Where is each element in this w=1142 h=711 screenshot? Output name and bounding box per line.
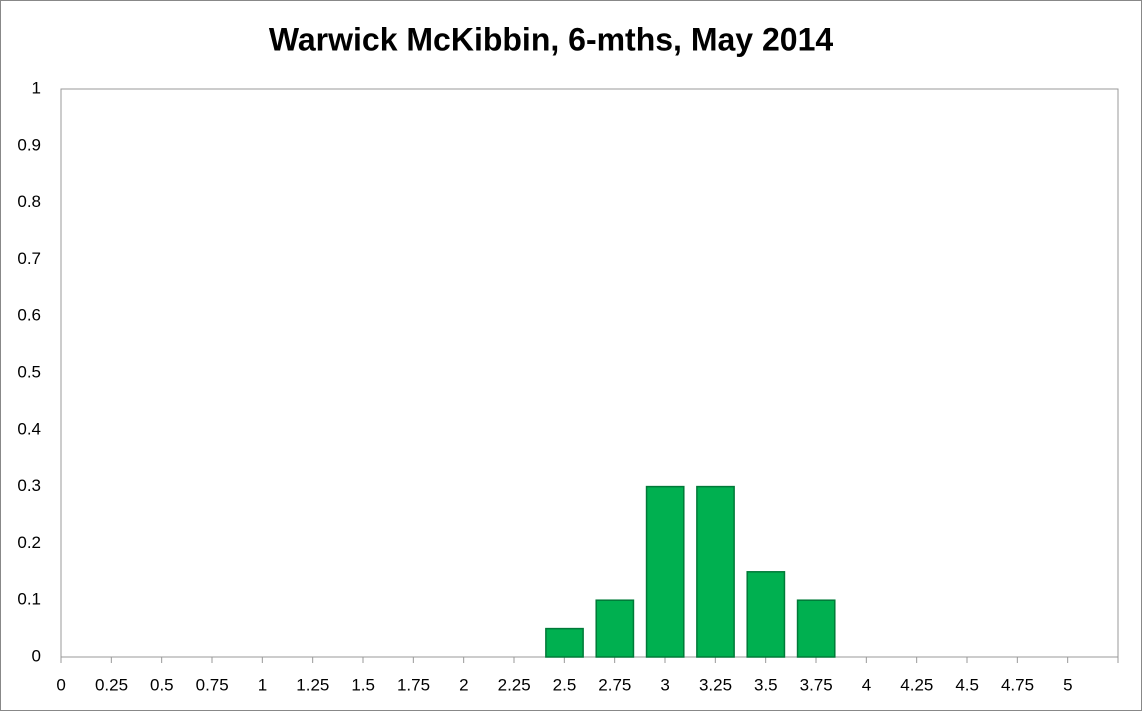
y-tick-label: 0.4	[17, 419, 41, 438]
y-tick-label: 0.9	[17, 135, 41, 154]
bar	[796, 599, 836, 658]
x-tick-label: 3	[660, 675, 669, 694]
bar	[696, 485, 735, 658]
y-tick-label: 0.3	[17, 476, 41, 495]
x-tick-label: 0.5	[150, 675, 174, 694]
x-tick-label: 0	[56, 675, 65, 694]
y-tick-label: 0.8	[17, 192, 41, 211]
x-tick-label: 1.75	[397, 675, 430, 694]
x-tick-label: 3.5	[754, 675, 778, 694]
x-tick-label: 2.25	[498, 675, 531, 694]
y-tick-label: 1	[32, 78, 41, 97]
x-tick-label: 2.75	[598, 675, 631, 694]
y-tick-label: 0.7	[17, 249, 41, 268]
x-tick-label: 3.25	[699, 675, 732, 694]
plot-area	[60, 88, 1119, 658]
x-tick-label: 4.75	[1001, 675, 1034, 694]
bar	[746, 571, 786, 658]
x-tick-label: 2	[459, 675, 468, 694]
x-tick-label: 2.5	[553, 675, 577, 694]
bar	[645, 485, 685, 658]
x-tick-label: 5	[1063, 675, 1072, 694]
y-tick-label: 0.6	[17, 306, 41, 325]
x-tick-label: 4	[862, 675, 871, 694]
chart-title: Warwick McKibbin, 6-mths, May 2014	[269, 21, 834, 57]
x-tick-label: 4.5	[955, 675, 979, 694]
y-tick-label: 0.5	[17, 362, 41, 381]
x-tick-label: 0.25	[95, 675, 128, 694]
x-tick-label: 3.75	[800, 675, 833, 694]
x-tick-label: 1.25	[296, 675, 329, 694]
y-tick-label: 0.1	[17, 590, 41, 609]
x-tick-label: 1.5	[351, 675, 375, 694]
x-tick-label: 0.75	[196, 675, 229, 694]
bar	[595, 599, 635, 658]
x-tick-label: 1	[258, 675, 267, 694]
bar	[545, 627, 584, 658]
x-tick-label: 4.25	[900, 675, 933, 694]
y-tick-label: 0	[32, 646, 41, 665]
y-tick-label: 0.2	[17, 533, 41, 552]
